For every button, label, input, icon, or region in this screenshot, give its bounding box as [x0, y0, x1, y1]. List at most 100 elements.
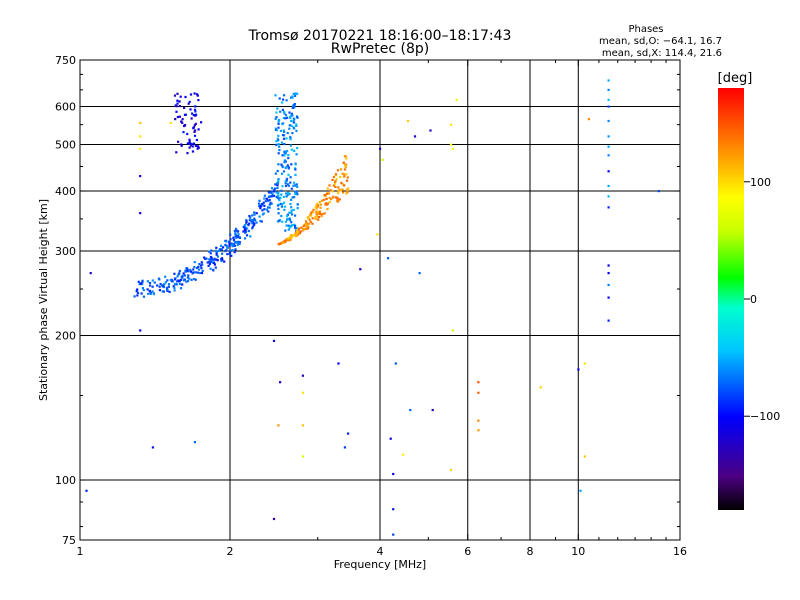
data-point	[341, 172, 344, 175]
data-point	[317, 218, 320, 221]
data-point	[290, 119, 293, 122]
data-point	[334, 196, 337, 199]
data-point	[175, 105, 178, 108]
data-point	[294, 226, 297, 230]
data-point	[228, 251, 232, 254]
data-point	[402, 453, 405, 456]
data-point	[323, 194, 326, 197]
data-point	[310, 210, 313, 214]
data-point	[151, 290, 154, 293]
data-point	[233, 251, 236, 254]
data-point	[276, 137, 279, 140]
data-point	[182, 131, 185, 134]
data-point	[283, 130, 286, 133]
data-point	[196, 94, 199, 97]
data-point	[288, 226, 291, 229]
data-point	[341, 188, 344, 191]
data-point	[381, 158, 384, 161]
data-point	[326, 207, 329, 211]
data-point	[312, 208, 315, 211]
data-point	[289, 202, 292, 206]
data-point	[294, 190, 297, 193]
data-point	[330, 198, 333, 201]
data-point	[291, 224, 294, 227]
data-point	[186, 267, 189, 270]
data-point	[274, 94, 277, 97]
data-point	[283, 205, 286, 208]
data-point	[210, 258, 213, 261]
data-point	[179, 287, 183, 290]
data-point	[139, 147, 142, 150]
chart-title: Tromsø 20170221 18:16:00–18:17:43	[248, 28, 512, 44]
data-point	[607, 145, 610, 148]
data-point	[286, 183, 289, 186]
data-point	[293, 118, 296, 121]
data-point	[280, 214, 283, 218]
data-point	[325, 203, 328, 206]
data-point	[295, 190, 298, 194]
data-point	[193, 92, 196, 95]
data-point	[308, 214, 311, 217]
data-point	[253, 213, 256, 216]
data-point	[141, 279, 144, 282]
data-point	[283, 94, 286, 97]
data-point	[235, 229, 238, 232]
data-point	[136, 288, 139, 291]
data-point	[296, 193, 299, 196]
data-point	[345, 179, 349, 182]
data-point	[283, 240, 286, 243]
colorbar-tick-label: 0	[750, 293, 757, 306]
data-point	[607, 272, 610, 275]
data-point	[281, 164, 284, 167]
data-point	[196, 147, 199, 150]
data-point	[188, 142, 191, 145]
data-point	[193, 124, 196, 127]
data-point	[178, 115, 181, 118]
data-point	[167, 285, 170, 288]
data-point	[302, 227, 305, 230]
data-point	[267, 191, 270, 194]
data-point	[312, 211, 315, 214]
data-point	[477, 391, 480, 394]
data-point	[220, 248, 223, 251]
data-point	[166, 279, 169, 282]
data-point	[263, 197, 266, 200]
stats-line-o: mean, sd,O: −64.1, 16.7	[599, 36, 722, 47]
data-point	[137, 280, 140, 283]
data-point	[178, 100, 181, 103]
data-point	[149, 284, 152, 287]
data-point	[290, 198, 293, 201]
data-point	[282, 129, 285, 132]
data-point	[277, 178, 280, 181]
data-point	[392, 472, 395, 476]
data-point	[245, 234, 249, 237]
data-point	[346, 188, 349, 192]
data-point	[178, 279, 181, 282]
data-point	[278, 242, 281, 246]
data-point	[282, 170, 286, 173]
data-point	[142, 289, 145, 292]
data-point	[607, 206, 610, 209]
data-point	[344, 164, 347, 167]
y-tick-label: 750	[55, 54, 76, 67]
data-point	[233, 229, 236, 233]
data-point	[244, 227, 247, 230]
data-point	[315, 204, 318, 207]
data-point	[259, 204, 263, 207]
data-point	[276, 169, 279, 173]
data-point	[186, 276, 189, 279]
data-point	[156, 284, 159, 287]
data-point	[176, 92, 179, 95]
data-point	[200, 261, 203, 264]
data-point	[251, 220, 254, 223]
data-point	[249, 216, 252, 219]
data-point	[176, 283, 179, 286]
data-point	[288, 217, 291, 220]
data-point	[191, 145, 194, 148]
data-point	[337, 192, 340, 195]
data-point	[184, 124, 187, 127]
data-point	[159, 282, 162, 286]
data-point	[318, 200, 321, 204]
data-point	[477, 419, 480, 422]
data-point	[413, 135, 417, 138]
